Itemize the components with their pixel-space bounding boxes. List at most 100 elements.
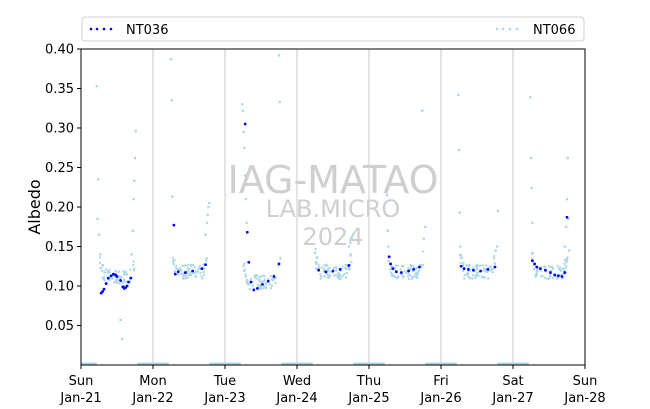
nt066-point xyxy=(396,264,399,267)
nt066-point xyxy=(172,263,175,266)
nt036-point xyxy=(331,269,335,273)
nt066-point xyxy=(475,274,478,277)
nt066-point xyxy=(244,275,247,278)
nt066-point xyxy=(98,256,102,259)
nt066-point xyxy=(531,221,534,225)
nt066-point xyxy=(132,197,135,201)
nt066-point xyxy=(482,276,485,280)
nt066-point xyxy=(343,272,346,276)
nt066-point xyxy=(131,263,135,267)
nt066-point xyxy=(543,265,547,269)
nt066-point xyxy=(101,264,105,267)
nt066-point xyxy=(201,277,204,280)
nt066-point xyxy=(562,267,565,270)
nt066-point xyxy=(563,262,566,266)
nt066-point xyxy=(274,276,277,280)
nt066-point xyxy=(564,267,567,270)
nt066-point xyxy=(267,277,270,281)
nt066-point xyxy=(338,277,341,280)
nt066-point xyxy=(199,271,202,275)
nt036-point xyxy=(479,269,482,273)
grid-layer xyxy=(152,49,514,365)
legend-marker-nt036 xyxy=(89,27,113,31)
nt066-point xyxy=(99,253,102,256)
watermark-line-3: 2024 xyxy=(302,223,363,251)
nt066-point xyxy=(241,109,245,112)
nt036-point xyxy=(538,267,542,271)
nt066-point xyxy=(274,281,277,285)
nt066-point xyxy=(419,263,422,267)
nt066-point xyxy=(180,269,183,272)
nt066-point xyxy=(182,275,185,278)
nt066-point xyxy=(565,260,568,264)
x-tick-date: Jan-21 xyxy=(59,391,101,406)
nt066-point xyxy=(185,274,188,277)
nt066-point xyxy=(198,264,202,268)
nt066-point xyxy=(259,287,262,291)
nt066-point xyxy=(423,225,427,229)
nt066-point xyxy=(495,245,499,248)
nt066-point xyxy=(96,217,99,221)
nt066-point xyxy=(485,270,488,274)
nt066-point xyxy=(471,277,474,280)
legend-label-nt036: NT036 xyxy=(126,23,168,38)
x-tick-weekday: Sun xyxy=(69,374,94,389)
nt066-point xyxy=(314,247,318,251)
nt066-point xyxy=(182,272,185,276)
y-tick-label: 0.25 xyxy=(45,161,74,176)
nt066-point xyxy=(106,270,110,274)
nt066-point xyxy=(543,276,547,279)
nt066-point xyxy=(482,267,486,270)
nt066-point xyxy=(261,274,264,277)
nt066-point xyxy=(558,268,561,271)
nt066-point xyxy=(410,277,414,281)
nt036-point xyxy=(112,272,115,276)
nt066-point xyxy=(472,266,475,269)
nt036-point xyxy=(391,267,395,271)
nt066-point xyxy=(566,156,570,160)
nt066-point xyxy=(323,267,326,270)
nt066-point xyxy=(466,264,470,268)
nt066-point xyxy=(181,264,184,268)
nt066-point xyxy=(391,273,394,276)
nt066-point xyxy=(258,280,261,283)
nt066-point xyxy=(116,281,119,285)
nt066-point xyxy=(548,273,552,277)
legend-label-nt066: NT066 xyxy=(533,23,575,38)
nt066-point xyxy=(565,197,569,201)
nt066-point xyxy=(411,275,414,279)
nt066-point xyxy=(490,268,493,272)
nt066-point xyxy=(207,205,210,209)
nt036-point xyxy=(412,268,416,271)
nt066-point xyxy=(479,264,482,267)
nt036-point xyxy=(243,122,247,126)
nt066-point xyxy=(243,268,246,271)
nt036-point xyxy=(184,271,187,274)
nt066-point xyxy=(100,269,104,273)
nt066-point xyxy=(205,257,208,261)
nt066-point xyxy=(399,268,402,271)
nt066-point xyxy=(492,254,496,258)
nt036-point xyxy=(338,268,342,271)
nt066-point xyxy=(125,280,128,283)
nt066-point xyxy=(494,249,498,252)
nt066-point xyxy=(133,156,137,160)
nt066-point xyxy=(170,99,174,102)
nt066-point xyxy=(97,233,101,236)
nt066-point xyxy=(256,283,260,287)
nt036-point xyxy=(556,274,560,278)
nt066-point xyxy=(406,275,410,278)
nt066-point xyxy=(243,146,246,150)
nt066-point xyxy=(326,267,330,271)
nt066-point xyxy=(421,250,425,253)
nt036-point xyxy=(418,265,421,269)
nt066-point xyxy=(251,284,254,287)
nt066-point xyxy=(253,274,256,277)
nt036-point xyxy=(324,270,328,274)
nt066-point xyxy=(171,195,174,199)
nt066-point xyxy=(533,267,536,271)
nt066-point xyxy=(173,270,177,273)
nt066-point xyxy=(245,221,248,225)
nt066-point xyxy=(313,251,317,255)
y-tick-label: 0.10 xyxy=(45,280,74,295)
